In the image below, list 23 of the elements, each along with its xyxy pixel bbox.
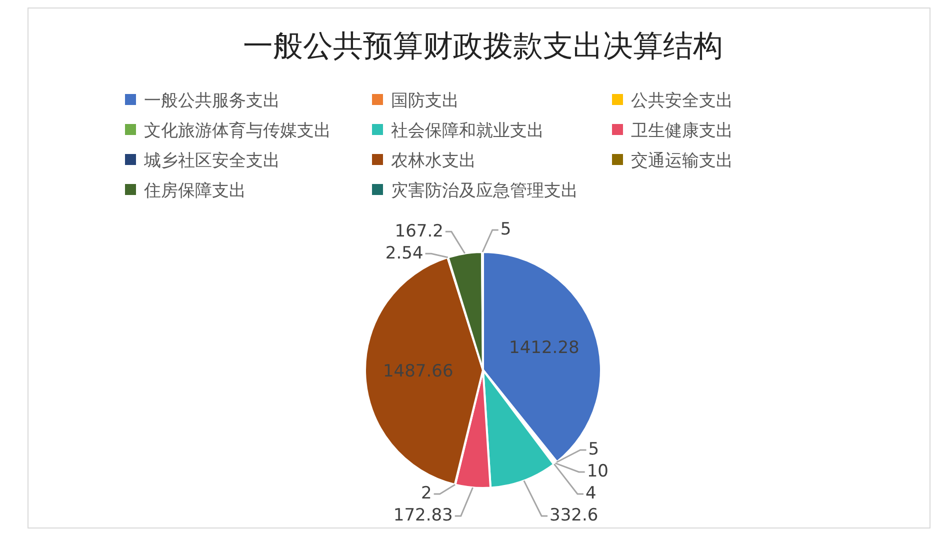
legend-label: 住房保障支出	[143, 181, 246, 201]
data-label: 172.83	[393, 506, 453, 526]
data-label: 2	[420, 484, 432, 504]
legend-label: 卫生健康支出	[631, 121, 733, 141]
legend-label: 灾害防治及应急管理支出	[391, 181, 578, 201]
legend-label: 交通运输支出	[631, 151, 733, 171]
legend-label: 文化旅游体育与传媒支出	[144, 121, 331, 141]
data-label: 2.54	[385, 243, 424, 264]
data-label: 167.2	[394, 221, 444, 242]
legend-label: 公共安全支出	[631, 91, 733, 111]
data-label: 4	[585, 484, 596, 504]
legend-label: 农林水支出	[391, 151, 476, 171]
data-label: 5	[588, 440, 600, 460]
legend-label: 城乡社区安全支出	[143, 151, 280, 171]
data-label: 5	[500, 220, 512, 240]
chart-title: 一般公共预算财政拨款支出决算结构	[243, 29, 723, 64]
data-label: 10	[586, 462, 608, 482]
data-label: 332.6	[550, 506, 598, 526]
data-label: 1412.28	[509, 338, 580, 358]
legend-label: 一般公共服务支出	[144, 91, 280, 111]
legend-label: 国防支出	[391, 91, 459, 111]
data-label: 1487.66	[382, 362, 454, 382]
legend-label: 社会保障和就业支出	[391, 121, 544, 141]
